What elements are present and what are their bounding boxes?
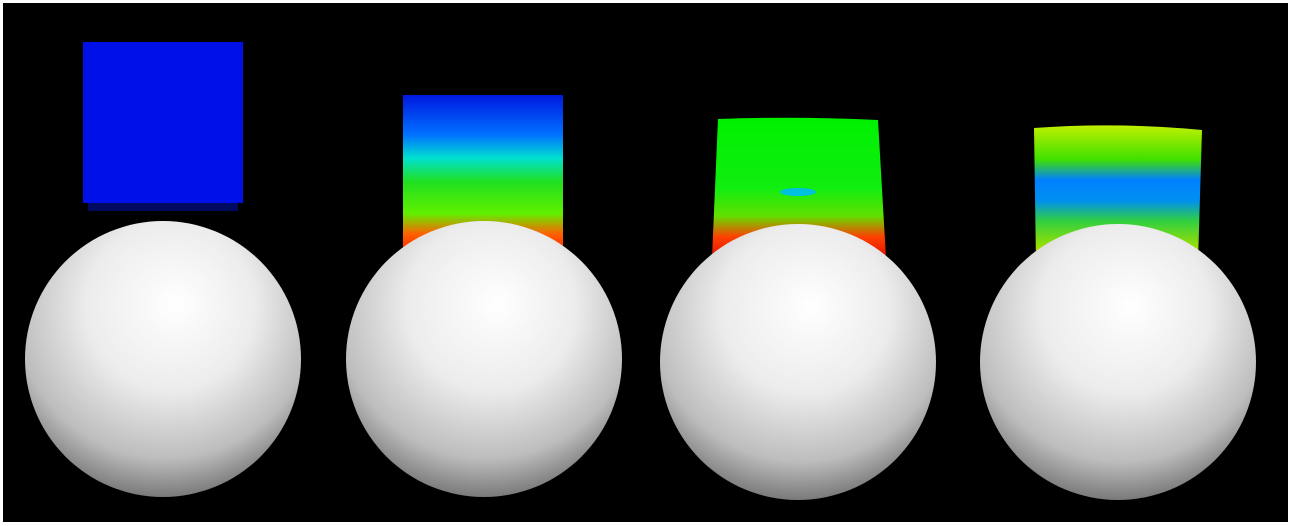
cube-spot <box>780 188 816 196</box>
sphere <box>980 224 1256 500</box>
render-view <box>0 0 1293 526</box>
cube-shadow <box>88 203 238 211</box>
sphere <box>346 221 622 497</box>
sphere <box>25 221 301 497</box>
cube <box>83 42 243 203</box>
sphere <box>660 224 936 500</box>
